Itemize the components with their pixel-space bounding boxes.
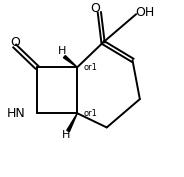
Text: H: H xyxy=(58,46,67,56)
Text: or1: or1 xyxy=(83,109,97,118)
Text: HN: HN xyxy=(7,107,26,120)
Text: O: O xyxy=(91,2,101,15)
Polygon shape xyxy=(67,113,77,132)
Text: O: O xyxy=(10,36,20,49)
Text: H: H xyxy=(62,130,70,139)
Polygon shape xyxy=(63,56,77,67)
Text: OH: OH xyxy=(136,6,155,19)
Text: or1: or1 xyxy=(83,63,97,72)
